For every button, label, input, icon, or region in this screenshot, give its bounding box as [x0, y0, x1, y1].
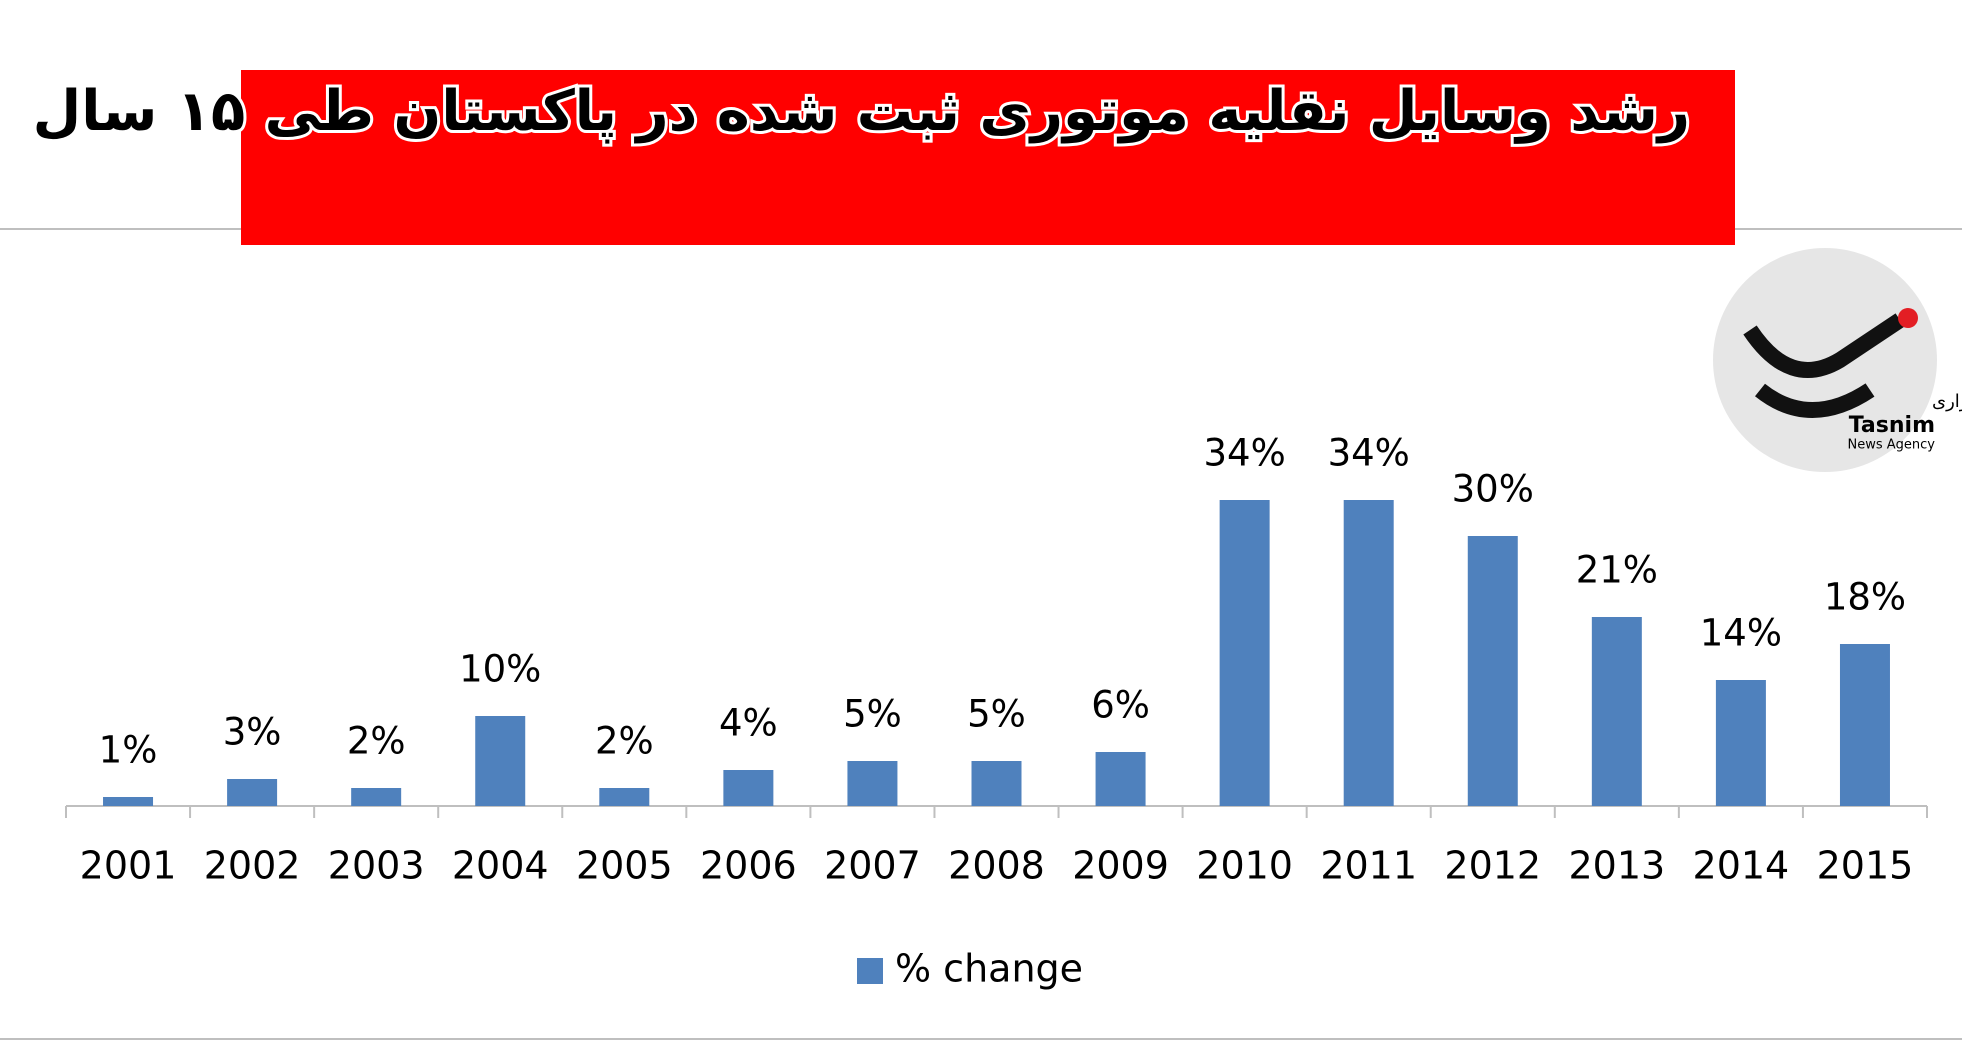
- x-tick-label: 2012: [1444, 844, 1541, 888]
- bar: [1839, 644, 1890, 806]
- x-tick-label: 2010: [1196, 844, 1293, 888]
- data-label: 1%: [99, 729, 158, 772]
- data-label: 14%: [1700, 612, 1782, 655]
- bar: [475, 716, 526, 806]
- bar: [723, 770, 774, 806]
- x-tick-label: 2011: [1320, 844, 1417, 888]
- x-tick-label: 2004: [452, 844, 549, 888]
- x-tick-label: 2002: [204, 844, 301, 888]
- data-label: 6%: [1091, 684, 1150, 727]
- x-tick-label: 2009: [1072, 844, 1169, 888]
- bar: [351, 788, 402, 806]
- data-label: 30%: [1452, 468, 1534, 511]
- data-label: 18%: [1824, 576, 1906, 619]
- data-label: 5%: [843, 693, 902, 736]
- bar: [1591, 617, 1642, 806]
- x-tick-label: 2007: [824, 844, 921, 888]
- bar: [599, 788, 650, 806]
- x-tick-label: 2003: [328, 844, 425, 888]
- chart-title: رشد وسایل نقلیه موتوری ثبت شده در پاکستا…: [33, 79, 1690, 144]
- logo-dot: [1898, 308, 1918, 328]
- data-label: 34%: [1204, 432, 1286, 475]
- logo-mark: [1743, 313, 1905, 418]
- bar: [227, 779, 278, 806]
- data-label: 3%: [223, 711, 282, 754]
- logo: خبرگزاری Tasnim News Agency: [1713, 248, 1962, 472]
- logo-name: Tasnim: [1849, 413, 1935, 438]
- x-tick-label: 2013: [1568, 844, 1665, 888]
- x-tick-label: 2001: [80, 844, 177, 888]
- x-tick-label: 2008: [948, 844, 1045, 888]
- bar: [847, 761, 898, 806]
- data-label: 10%: [459, 648, 541, 691]
- bar: [1095, 752, 1146, 806]
- data-label: 4%: [719, 702, 778, 745]
- bar: [1467, 536, 1518, 806]
- bar: [103, 797, 154, 806]
- x-tick-label: 2014: [1693, 844, 1790, 888]
- bar: [1219, 500, 1270, 806]
- title-banner: [241, 70, 1735, 245]
- bar: [1343, 500, 1394, 806]
- bar: [1715, 680, 1766, 806]
- legend-label: % change: [895, 947, 1083, 991]
- x-tick-label: 2015: [1817, 844, 1914, 888]
- data-label: 5%: [967, 693, 1026, 736]
- data-label: 21%: [1576, 549, 1658, 592]
- data-label: 2%: [595, 720, 654, 763]
- legend-swatch: [857, 958, 883, 984]
- x-tick-label: 2005: [576, 844, 673, 888]
- data-label: 34%: [1328, 432, 1410, 475]
- data-label: 2%: [347, 720, 406, 763]
- bar: [971, 761, 1022, 806]
- logo-subtitle: News Agency: [1848, 438, 1936, 453]
- logo-persian: خبرگزاری: [1932, 390, 1962, 412]
- x-tick-label: 2006: [700, 844, 797, 888]
